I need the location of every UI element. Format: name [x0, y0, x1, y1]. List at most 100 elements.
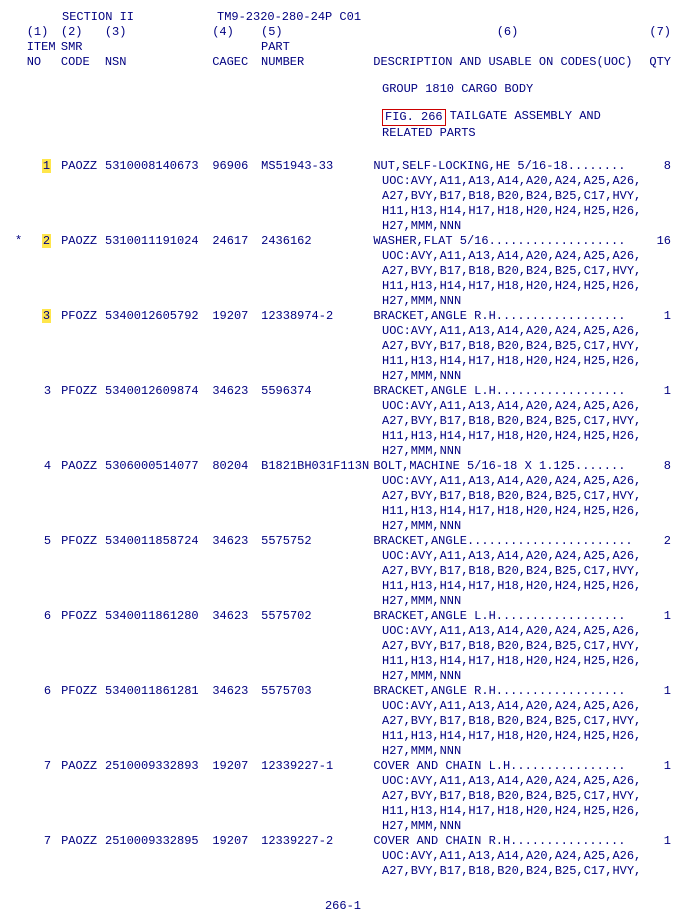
- qty: 1: [642, 834, 671, 849]
- description: BRACKET,ANGLE R.H..................: [373, 684, 641, 699]
- uoc-line: A27,BVY,B17,B18,B20,B24,B25,C17,HVY,: [15, 639, 671, 654]
- description: BRACKET,ANGLE R.H..................: [373, 309, 641, 324]
- description: NUT,SELF-LOCKING,HE 5/16-18........: [373, 159, 641, 174]
- nsn: 5340012605792: [105, 309, 212, 324]
- uoc-line: UOC:AVY,A11,A13,A14,A20,A24,A25,A26,: [15, 249, 671, 264]
- table-row: 5PFOZZ5340011858724346235575752BRACKET,A…: [15, 534, 671, 549]
- table-row: 7PAOZZ25100093328931920712339227-1COVER …: [15, 759, 671, 774]
- uoc-line: H27,MMM,NNN: [15, 819, 671, 834]
- table-row: 7PAOZZ25100093328951920712339227-2COVER …: [15, 834, 671, 849]
- uoc-line: H27,MMM,NNN: [15, 444, 671, 459]
- item-label: ITEM: [27, 40, 61, 55]
- part-number: B1821BH031F113N: [261, 459, 373, 474]
- smr-code: PFOZZ: [61, 609, 105, 624]
- nsn: 2510009332895: [105, 834, 212, 849]
- smr-code: PAOZZ: [61, 159, 105, 174]
- uoc-line: H11,H13,H14,H17,H18,H20,H24,H25,H26,: [15, 729, 671, 744]
- tm-number: TM9-2320-280-24P C01: [217, 10, 382, 25]
- part-number: 12339227-1: [261, 759, 373, 774]
- cagec: 80204: [212, 459, 261, 474]
- figure-ref: FIG. 266: [382, 109, 446, 126]
- desc-label: DESCRIPTION AND USABLE ON CODES(UOC): [373, 55, 641, 70]
- col-2-num: (2): [61, 25, 105, 40]
- item-no: 3: [27, 384, 61, 399]
- cagec: 34623: [212, 609, 261, 624]
- uoc-line: H27,MMM,NNN: [15, 369, 671, 384]
- nsn: 5310008140673: [105, 159, 212, 174]
- change-mark: [15, 384, 27, 399]
- part-number: 12339227-2: [261, 834, 373, 849]
- part-number: 5596374: [261, 384, 373, 399]
- table-row: 4PAOZZ530600051407780204B1821BH031F113NB…: [15, 459, 671, 474]
- uoc-line: H27,MMM,NNN: [15, 744, 671, 759]
- item-no: 1: [27, 159, 61, 174]
- item-no: 6: [27, 684, 61, 699]
- uoc-line: UOC:AVY,A11,A13,A14,A20,A24,A25,A26,: [15, 849, 671, 864]
- uoc-line: UOC:AVY,A11,A13,A14,A20,A24,A25,A26,: [15, 774, 671, 789]
- nsn: 5340012609874: [105, 384, 212, 399]
- uoc-line: A27,BVY,B17,B18,B20,B24,B25,C17,HVY,: [15, 264, 671, 279]
- table-row: 6PFOZZ5340011861281346235575703BRACKET,A…: [15, 684, 671, 699]
- part-number: 12338974-2: [261, 309, 373, 324]
- cagec: 19207: [212, 759, 261, 774]
- nsn: 5340011861281: [105, 684, 212, 699]
- change-mark: [15, 159, 27, 174]
- uoc-line: A27,BVY,B17,B18,B20,B24,B25,C17,HVY,: [15, 564, 671, 579]
- nsn: 2510009332893: [105, 759, 212, 774]
- nsn: 5310011191024: [105, 234, 212, 249]
- col-1-num: (1): [27, 25, 61, 40]
- change-mark: [15, 534, 27, 549]
- code-label: CODE: [61, 55, 105, 70]
- qty: 1: [642, 684, 671, 699]
- qty: 16: [642, 234, 671, 249]
- item-no: 2: [27, 234, 61, 249]
- cagec: 19207: [212, 834, 261, 849]
- figure-title-line: FIG. 266 TAILGATE ASSEMBLY AND: [15, 109, 671, 126]
- qty: 8: [642, 459, 671, 474]
- table-row: *2PAOZZ5310011191024246172436162WASHER,F…: [15, 234, 671, 249]
- smr-code: PAOZZ: [61, 759, 105, 774]
- uoc-line: A27,BVY,B17,B18,B20,B24,B25,C17,HVY,: [15, 189, 671, 204]
- number-label: NUMBER: [261, 55, 373, 70]
- change-mark: *: [15, 234, 27, 249]
- smr-label: SMR: [61, 40, 105, 55]
- header-block: SECTION II TM9-2320-280-24P C01 (1) (2) …: [15, 10, 671, 141]
- item-no: 4: [27, 459, 61, 474]
- item-no: 6: [27, 609, 61, 624]
- qty: 1: [642, 384, 671, 399]
- change-mark: [15, 834, 27, 849]
- qty: 2: [642, 534, 671, 549]
- item-no: 7: [27, 759, 61, 774]
- part-number: 5575702: [261, 609, 373, 624]
- cagec: 34623: [212, 384, 261, 399]
- uoc-line: H27,MMM,NNN: [15, 594, 671, 609]
- table-row: 6PFOZZ5340011861280346235575702BRACKET,A…: [15, 609, 671, 624]
- item-no: 7: [27, 834, 61, 849]
- section-label: SECTION II: [62, 10, 107, 25]
- col-7-num: (7): [642, 25, 671, 40]
- uoc-line: H11,H13,H14,H17,H18,H20,H24,H25,H26,: [15, 579, 671, 594]
- change-mark: [15, 309, 27, 324]
- uoc-line: A27,BVY,B17,B18,B20,B24,B25,C17,HVY,: [15, 339, 671, 354]
- cagec-label: CAGEC: [212, 55, 261, 70]
- uoc-line: H11,H13,H14,H17,H18,H20,H24,H25,H26,: [15, 654, 671, 669]
- qty-label: QTY: [642, 55, 671, 70]
- table-row: 1PAOZZ531000814067396906MS51943-33NUT,SE…: [15, 159, 671, 174]
- cagec: 24617: [212, 234, 261, 249]
- uoc-line: H11,H13,H14,H17,H18,H20,H24,H25,H26,: [15, 204, 671, 219]
- col-6-num: (6): [373, 25, 641, 40]
- cagec: 34623: [212, 684, 261, 699]
- nsn: 5340011861280: [105, 609, 212, 624]
- figure-title: TAILGATE ASSEMBLY AND: [450, 109, 671, 126]
- uoc-line: UOC:AVY,A11,A13,A14,A20,A24,A25,A26,: [15, 324, 671, 339]
- description: WASHER,FLAT 5/16...................: [373, 234, 641, 249]
- cagec: 19207: [212, 309, 261, 324]
- uoc-line: UOC:AVY,A11,A13,A14,A20,A24,A25,A26,: [15, 474, 671, 489]
- parts-list: 1PAOZZ531000814067396906MS51943-33NUT,SE…: [15, 159, 671, 879]
- uoc-line: UOC:AVY,A11,A13,A14,A20,A24,A25,A26,: [15, 549, 671, 564]
- description: COVER AND CHAIN R.H................: [373, 834, 641, 849]
- item-no: 5: [27, 534, 61, 549]
- table-row: 3PFOZZ53400126057921920712338974-2BRACKE…: [15, 309, 671, 324]
- change-mark: [15, 684, 27, 699]
- part-number: MS51943-33: [261, 159, 373, 174]
